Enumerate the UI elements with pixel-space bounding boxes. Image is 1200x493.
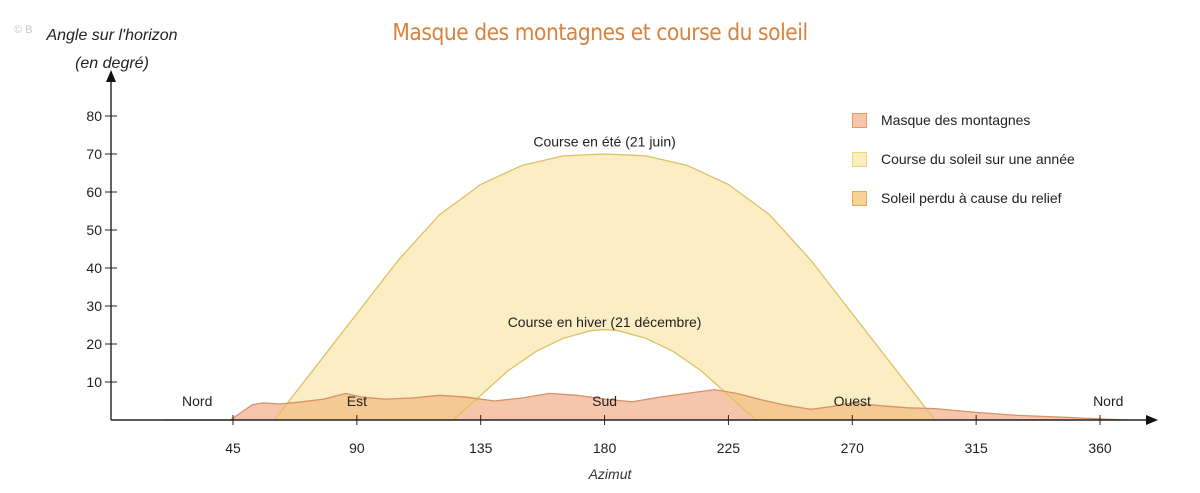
x-tick-label: 90	[349, 440, 365, 456]
summer-course-line	[273, 153, 936, 421]
legend-label-lost-sun: Soleil perdu à cause du relief	[881, 190, 1062, 206]
x-axis-title: Azimut	[588, 466, 632, 482]
y-tick-label: 30	[86, 298, 102, 314]
y-tick-label: 40	[86, 260, 102, 276]
legend-item-sun-course[interactable]: Course du soleil sur une année	[852, 149, 1075, 169]
winter-course-line	[452, 328, 757, 421]
y-axis-title-line1: Angle sur l'horizon	[46, 27, 178, 44]
y-axis-arrow-icon	[106, 70, 116, 82]
y-tick-label: 70	[86, 146, 102, 162]
compass-label: Ouest	[834, 393, 871, 409]
x-tick-label: 315	[964, 440, 988, 456]
y-tick-label: 50	[86, 222, 102, 238]
curve-annotation: Course en hiver (21 décembre)	[508, 314, 702, 330]
lost-sun-area	[274, 390, 935, 420]
compass-label: Sud	[592, 393, 617, 409]
x-tick-label: 225	[717, 440, 741, 456]
y-tick-label: 20	[86, 336, 102, 352]
x-axis-arrow-icon	[1146, 415, 1158, 425]
x-tick-label: 180	[593, 440, 617, 456]
legend-swatch-sun-course	[852, 151, 867, 167]
y-axis-title: Angle sur l'horizon (en degré)	[42, 22, 182, 78]
watermark: © B	[14, 24, 33, 36]
compass-label: Nord	[182, 393, 212, 409]
y-axis-title-line2: (en degré)	[75, 55, 149, 72]
legend-item-lost-sun[interactable]: Soleil perdu à cause du relief	[852, 188, 1075, 208]
curve-annotation: Course en été (21 juin)	[533, 133, 675, 149]
mountain-mask-line	[164, 388, 1128, 421]
y-tick-label: 60	[86, 184, 102, 200]
legend-swatch-lost-sun	[852, 190, 867, 206]
x-tick-label: 45	[225, 440, 241, 456]
legend-label-mask: Masque des montagnes	[881, 112, 1031, 128]
legend-label-sun-course: Course du soleil sur une année	[881, 151, 1075, 167]
x-tick-label: 360	[1088, 440, 1112, 456]
compass-label: Est	[347, 393, 367, 409]
legend-item-mask[interactable]: Masque des montagnes	[852, 110, 1075, 130]
x-tick-label: 270	[841, 440, 865, 456]
y-tick-label: 10	[86, 374, 102, 390]
y-tick-label: 80	[86, 108, 102, 124]
legend-swatch-mask	[852, 112, 867, 128]
legend: Masque des montagnes Course du soleil su…	[852, 110, 1075, 227]
chart-title: Masque des montagnes et course du soleil	[392, 20, 808, 46]
x-tick-label: 135	[469, 440, 493, 456]
compass-label: Nord	[1093, 393, 1123, 409]
sun-course-area	[274, 154, 935, 420]
